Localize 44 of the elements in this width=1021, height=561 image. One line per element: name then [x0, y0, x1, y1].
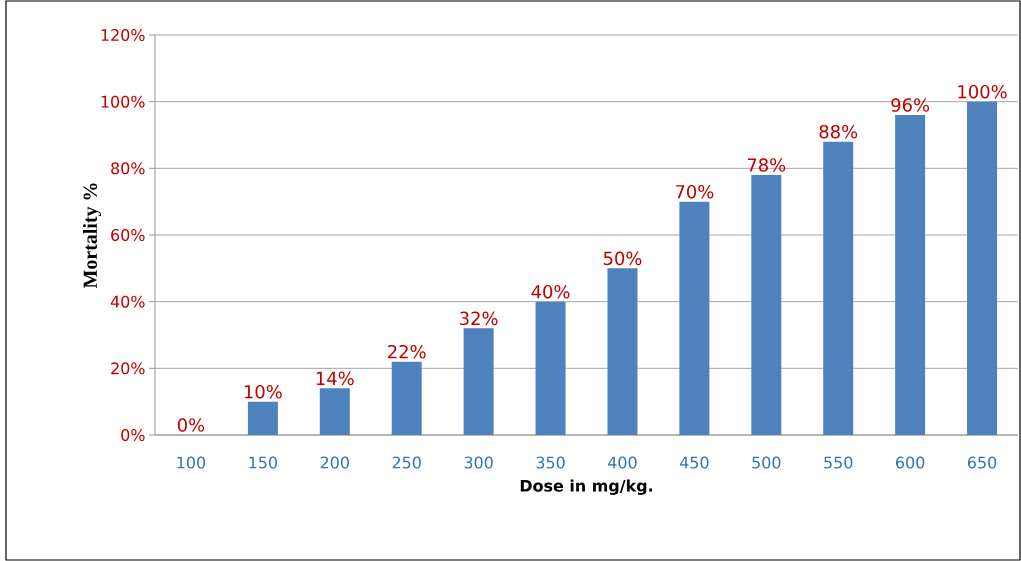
x-tick-label: 300	[464, 456, 493, 469]
x-tick-label: 350	[536, 456, 565, 469]
bar	[535, 301, 566, 435]
y-tick-label: 80%	[111, 162, 145, 175]
data-label: 78%	[747, 158, 786, 172]
bar	[319, 388, 350, 435]
y-tick-label: 0%	[121, 428, 145, 442]
y-tick-label: 100%	[101, 95, 145, 108]
x-tick-label: 550	[824, 456, 853, 469]
data-label: 70%	[675, 184, 714, 199]
y-tick-label: 60%	[111, 228, 145, 242]
data-label: 50%	[603, 251, 642, 266]
x-tick-label: 600	[896, 456, 925, 469]
data-label: 22%	[388, 344, 426, 359]
data-label: 14%	[316, 371, 354, 386]
x-tick-label: 650	[967, 456, 997, 469]
x-tick-label: 450	[679, 456, 709, 469]
bar	[607, 268, 638, 435]
bar	[751, 175, 782, 435]
data-label: 100%	[958, 84, 1007, 99]
data-label: 10%	[244, 384, 282, 399]
data-label: 0%	[177, 418, 205, 432]
bar	[679, 201, 710, 435]
x-tick-label: 400	[608, 456, 637, 469]
data-label: 40%	[531, 284, 570, 299]
y-tick-label: 120%	[101, 28, 145, 42]
x-axis-title: Dose in mg/kg.	[520, 479, 653, 495]
y-tick-label: 40%	[110, 295, 145, 308]
bar	[967, 101, 998, 435]
bar	[247, 401, 278, 435]
x-tick-label: 100	[177, 456, 206, 469]
x-tick-label: 200	[320, 456, 349, 469]
bar	[895, 115, 926, 435]
x-tick-label: 150	[249, 456, 278, 469]
y-tick-label: 20%	[111, 362, 145, 375]
data-label: 88%	[819, 124, 858, 139]
x-tick-label: 250	[392, 456, 421, 469]
y-axis-title: Mortality %	[82, 183, 102, 289]
bar	[463, 328, 494, 435]
data-label: 96%	[891, 98, 930, 112]
bar	[823, 141, 854, 435]
x-tick-label: 500	[752, 456, 781, 469]
bar	[391, 361, 422, 435]
data-label: 32%	[460, 311, 498, 326]
